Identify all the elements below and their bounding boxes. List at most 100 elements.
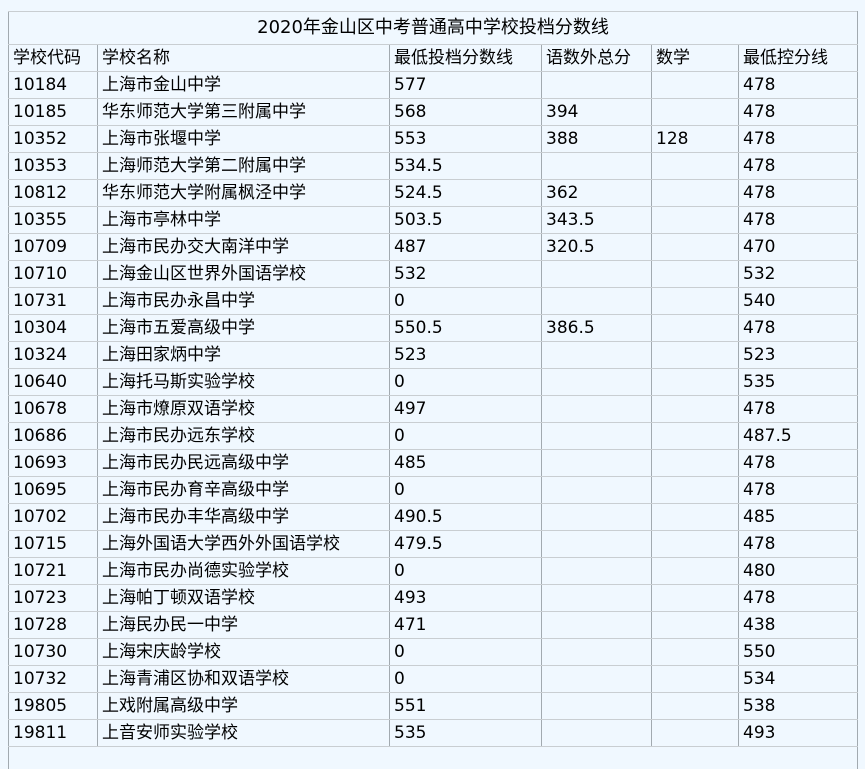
table-cell: 上海市燎原双语学校 [98,396,390,423]
table-cell: 10731 [9,288,98,315]
table-cell: 534 [739,666,858,693]
table-cell: 0 [390,423,542,450]
table-cell: 523 [390,342,542,369]
table-cell [652,342,739,369]
column-header-5: 最低控分线 [739,45,858,72]
table-cell [652,666,739,693]
table-cell: 上海市民办永昌中学 [98,288,390,315]
table-cell: 478 [739,396,858,423]
table-cell: 343.5 [542,207,652,234]
table-cell [652,72,739,99]
table-cell: 0 [390,639,542,666]
table-cell: 上海青浦区协和双语学校 [98,666,390,693]
table-cell [652,234,739,261]
table-cell [542,693,652,720]
table-cell: 553 [390,126,542,153]
column-header-2: 最低投档分数线 [390,45,542,72]
table-cell: 10723 [9,585,98,612]
table-cell: 471 [390,612,542,639]
table-cell: 10304 [9,315,98,342]
table-cell: 10184 [9,72,98,99]
table-title: 2020年金山区中考普通高中学校投档分数线 [9,12,858,45]
table-cell: 10695 [9,477,98,504]
table-cell: 478 [739,99,858,126]
table-cell: 上海市民办民远高级中学 [98,450,390,477]
table-cell: 503.5 [390,207,542,234]
table-cell [542,369,652,396]
table-cell: 10728 [9,612,98,639]
table-cell: 479.5 [390,531,542,558]
table-cell: 320.5 [542,234,652,261]
table-cell: 0 [390,369,542,396]
table-cell: 上海市亭林中学 [98,207,390,234]
table-cell: 10721 [9,558,98,585]
table-cell [652,288,739,315]
table-cell: 10355 [9,207,98,234]
table-cell [652,423,739,450]
table-cell [652,153,739,180]
table-cell: 上海宋庆龄学校 [98,639,390,666]
table-cell: 388 [542,126,652,153]
table-cell: 534.5 [390,153,542,180]
table-cell [542,504,652,531]
table-cell: 10702 [9,504,98,531]
table-cell [542,639,652,666]
table-cell: 478 [739,585,858,612]
table-cell: 上海市民办丰华高级中学 [98,504,390,531]
table-cell: 497 [390,396,542,423]
table-cell [542,72,652,99]
table-cell [542,531,652,558]
table-cell: 10710 [9,261,98,288]
table-cell: 478 [739,207,858,234]
table-cell: 478 [739,450,858,477]
table-cell [542,288,652,315]
table-cell [652,585,739,612]
table-cell: 0 [390,288,542,315]
table-cell: 478 [739,153,858,180]
table-cell: 上海市金山中学 [98,72,390,99]
table-cell: 上海市民办育辛高级中学 [98,477,390,504]
column-header-1: 学校名称 [98,45,390,72]
table-cell [542,612,652,639]
table-cell: 上海托马斯实验学校 [98,369,390,396]
table-cell: 10352 [9,126,98,153]
table-cell: 10715 [9,531,98,558]
table-cell [542,261,652,288]
table-cell [652,693,739,720]
table-cell [542,450,652,477]
table-cell: 480 [739,558,858,585]
table-cell: 10693 [9,450,98,477]
table-cell: 532 [739,261,858,288]
table-cell: 532 [390,261,542,288]
column-header-0: 学校代码 [9,45,98,72]
table-cell: 上海外国语大学西外外国语学校 [98,531,390,558]
table-cell: 386.5 [542,315,652,342]
table-cell: 438 [739,612,858,639]
table-cell: 538 [739,693,858,720]
table-cell: 478 [739,180,858,207]
table-cell [652,477,739,504]
table-cell: 362 [542,180,652,207]
table-cell: 0 [390,558,542,585]
admission-score-table: 2020年金山区中考普通高中学校投档分数线 学校代码学校名称最低投档分数线语数外… [8,11,858,769]
table-cell [542,720,652,747]
table-cell [542,558,652,585]
table-cell: 540 [739,288,858,315]
table-cell: 485 [739,504,858,531]
table-cell: 10730 [9,639,98,666]
